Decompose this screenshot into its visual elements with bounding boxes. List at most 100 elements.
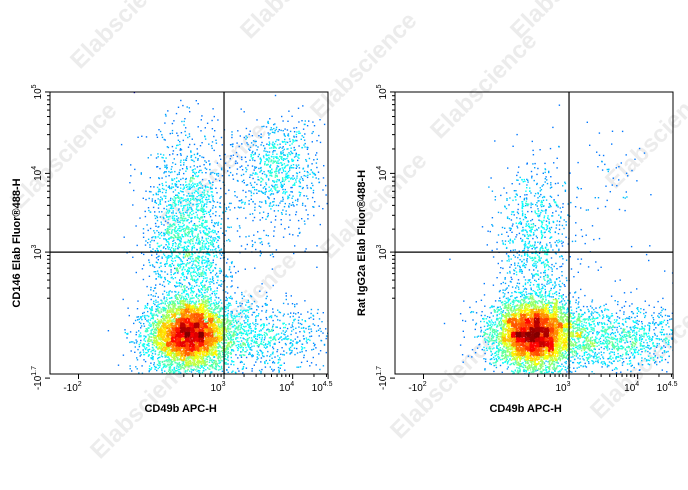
event-dot bbox=[211, 281, 213, 283]
event-dot bbox=[175, 212, 177, 214]
event-dot bbox=[205, 369, 207, 371]
event-dot bbox=[211, 119, 213, 122]
event-dot bbox=[148, 368, 151, 370]
event-dot bbox=[201, 376, 202, 377]
event-dot bbox=[192, 271, 194, 274]
event-dot bbox=[180, 238, 182, 240]
event-dot bbox=[199, 248, 201, 250]
event-dot bbox=[127, 332, 129, 335]
event-dot bbox=[207, 289, 209, 291]
event-dot bbox=[192, 177, 194, 180]
event-dot bbox=[160, 308, 162, 310]
event-dot bbox=[201, 115, 203, 117]
event-dot bbox=[333, 306, 334, 307]
event-dot bbox=[333, 358, 334, 359]
event-dot bbox=[154, 237, 157, 239]
event-dot bbox=[184, 228, 187, 230]
event-dot bbox=[194, 172, 196, 174]
event-dot bbox=[199, 199, 201, 202]
event-dot bbox=[192, 182, 194, 184]
event-dot bbox=[302, 202, 304, 205]
event-dot bbox=[196, 238, 198, 241]
event-dot bbox=[187, 197, 189, 200]
event-dot bbox=[173, 217, 176, 219]
event-dot bbox=[166, 273, 169, 275]
event-dot bbox=[171, 212, 173, 214]
event-dot bbox=[133, 189, 135, 192]
event-dot bbox=[247, 315, 249, 317]
event-dot bbox=[177, 358, 179, 361]
event-dot bbox=[227, 363, 229, 365]
event-dot bbox=[236, 162, 239, 164]
event-dot bbox=[274, 184, 277, 186]
event-dot bbox=[289, 144, 291, 146]
event-dot bbox=[260, 159, 262, 162]
event-dot bbox=[246, 323, 249, 325]
event-dot bbox=[265, 311, 267, 313]
event-dot bbox=[163, 238, 165, 240]
event-dot bbox=[259, 158, 261, 160]
event-dot bbox=[190, 159, 193, 161]
event-dot bbox=[203, 271, 206, 273]
event-dot bbox=[132, 341, 134, 343]
event-dot bbox=[172, 305, 174, 307]
event-dot bbox=[283, 326, 285, 329]
event-dot bbox=[238, 370, 240, 372]
event-dot bbox=[177, 248, 179, 250]
event-dot bbox=[265, 347, 267, 349]
event-dot bbox=[308, 317, 310, 320]
event-dot bbox=[240, 356, 243, 358]
event-dot bbox=[312, 189, 315, 192]
event-dot bbox=[275, 334, 277, 336]
event-dot bbox=[186, 212, 188, 214]
event-dot bbox=[204, 296, 206, 299]
event-dot bbox=[188, 216, 190, 218]
event-dot bbox=[207, 288, 209, 290]
event-dot bbox=[173, 308, 175, 310]
event-dot bbox=[242, 201, 244, 203]
event-dot bbox=[216, 287, 218, 289]
event-dot bbox=[280, 153, 282, 155]
event-dot bbox=[200, 273, 202, 276]
event-dot bbox=[169, 301, 171, 303]
event-dot bbox=[200, 281, 202, 284]
event-dot bbox=[302, 105, 304, 107]
event-dot bbox=[147, 294, 150, 296]
event-dot bbox=[192, 176, 194, 179]
event-dot bbox=[160, 346, 163, 349]
event-dot bbox=[217, 325, 220, 327]
event-dot bbox=[258, 344, 260, 346]
event-dot bbox=[182, 266, 185, 268]
event-dot bbox=[225, 334, 228, 336]
event-dot bbox=[227, 347, 229, 350]
event-dot bbox=[145, 136, 148, 138]
event-dot bbox=[146, 344, 148, 346]
event-dot bbox=[205, 172, 207, 174]
event-dot bbox=[201, 156, 203, 158]
event-dot bbox=[290, 351, 293, 354]
event-dot bbox=[288, 138, 291, 140]
event-dot bbox=[197, 159, 199, 161]
event-dot bbox=[153, 336, 156, 339]
event-dot bbox=[275, 187, 277, 189]
event-dot bbox=[242, 332, 244, 335]
event-dot bbox=[186, 270, 188, 272]
event-dot bbox=[174, 229, 176, 232]
event-dot bbox=[237, 349, 239, 352]
event-dot bbox=[173, 306, 175, 308]
event-dot bbox=[193, 153, 196, 156]
event-dot bbox=[138, 330, 140, 332]
event-dot bbox=[186, 357, 188, 359]
event-dot bbox=[260, 318, 262, 321]
event-dot bbox=[189, 298, 191, 300]
event-dot bbox=[268, 161, 270, 163]
event-dot bbox=[198, 259, 200, 262]
event-dot bbox=[247, 164, 249, 167]
event-dot bbox=[165, 184, 167, 187]
event-dot bbox=[298, 167, 301, 169]
event-dot bbox=[204, 277, 207, 279]
event-dot bbox=[179, 184, 182, 186]
event-dot bbox=[297, 219, 300, 222]
event-dot bbox=[322, 189, 324, 191]
event-dot bbox=[235, 160, 237, 162]
